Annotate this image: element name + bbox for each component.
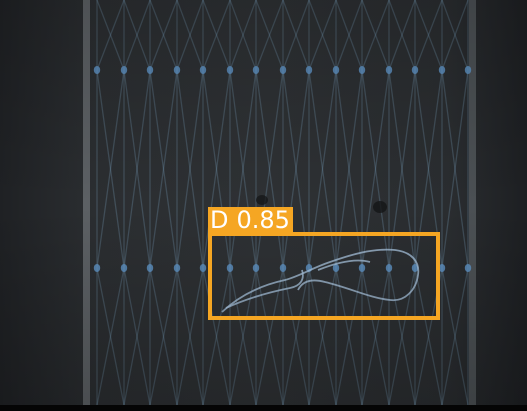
detection-bounding-box xyxy=(208,232,440,320)
detection-class: D xyxy=(210,206,229,234)
bottom-black-strip xyxy=(0,405,527,411)
detection-label: D 0.85 xyxy=(208,207,293,233)
detection-confidence: 0.85 xyxy=(236,206,290,234)
